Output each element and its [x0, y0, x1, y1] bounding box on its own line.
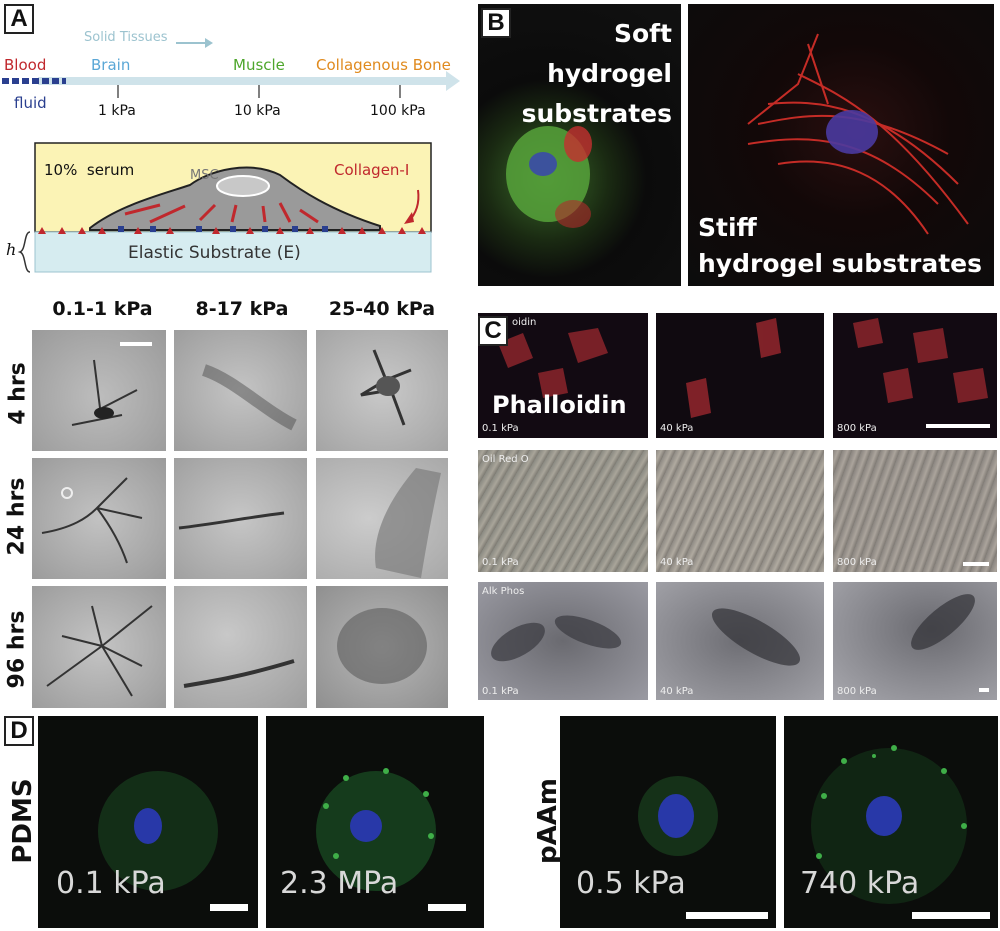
elastic-substrate	[34, 231, 432, 273]
oil-red-o-image-800kpa: 800 kPa	[833, 450, 997, 572]
row-label-4hrs: 4 hrs	[5, 362, 31, 425]
cell-nucleus	[216, 175, 270, 197]
pdms-label: PDMS	[8, 778, 38, 864]
stiffness-label: 800 kPa	[837, 557, 877, 568]
phalloidin-image-800kpa: 800 kPa	[833, 313, 997, 438]
scale-bar	[912, 912, 990, 919]
serum-label: 10% serum	[44, 161, 135, 179]
value-label: 0.1 kPa	[56, 866, 166, 901]
oil-red-o-image-0-1kpa: Oil Red O 0.1 kPa	[478, 450, 648, 572]
stiffness-label: 800 kPa	[837, 686, 877, 697]
msc-label: MSC	[190, 168, 219, 183]
stiffness-label: 0.1 kPa	[482, 686, 519, 697]
pdms-image-2-3mpa: 2.3 MPa	[266, 716, 484, 928]
row-label-96hrs: 96 hrs	[4, 610, 30, 689]
value-label: 740 kPa	[800, 866, 920, 901]
value-label: 2.3 MPa	[280, 866, 399, 901]
tick-10kpa: 10 kPa	[234, 103, 281, 119]
phase-image-soft-24hrs	[32, 458, 166, 579]
phase-image-soft-4hrs	[32, 330, 166, 451]
phase-image-stiff-24hrs	[316, 458, 448, 579]
tick-100kpa: 100 kPa	[370, 103, 426, 119]
scale-bar	[963, 562, 989, 566]
phase-image-mid-24hrs	[174, 458, 307, 579]
phase-image-mid-96hrs	[174, 586, 307, 708]
collagen-triangles	[38, 227, 426, 234]
phalloidin-label: Phalloidin	[492, 391, 627, 419]
fluid-label: fluid	[14, 94, 47, 112]
oil-red-o-label: Oil Red O	[482, 454, 529, 465]
alk-phos-label: Alk Phos	[482, 586, 525, 597]
alk-phos-image-800kpa: 800 kPa	[833, 582, 997, 700]
pdms-image-0-1kpa: 0.1 kPa	[38, 716, 258, 928]
phase-image-soft-96hrs	[32, 586, 166, 708]
soft-hydrogel-image	[478, 4, 681, 286]
panel-d-tag: D	[4, 716, 34, 746]
scale-bar	[428, 904, 466, 911]
col-label-soft: 0.1-1 kPa	[52, 298, 153, 320]
tick-1kpa: 1 kPa	[98, 103, 136, 119]
stiffness-scale-diagram	[2, 38, 460, 273]
scale-bar	[686, 912, 768, 919]
tissue-muscle: Muscle	[233, 56, 285, 74]
stiffness-label: 800 kPa	[837, 423, 877, 434]
collagen-label: Collagen-I	[334, 161, 410, 179]
phalloidin-image-40kpa: 40 kPa	[656, 313, 824, 438]
phalloidin-corner-label: oidin	[512, 317, 537, 328]
phase-image-mid-4hrs	[174, 330, 307, 451]
h-label: h	[6, 240, 17, 259]
phase-image-stiff-96hrs	[316, 586, 448, 708]
solid-tissues-label: Solid Tissues	[84, 30, 168, 45]
soft-label: Soft hydrogel substrates	[521, 19, 672, 128]
paam-label: pAAm	[533, 778, 563, 864]
stiff-hydrogel-image	[688, 4, 994, 286]
col-label-stiff: 25-40 kPa	[328, 298, 436, 320]
scale-bar	[210, 904, 248, 911]
alk-phos-image-0-1kpa: Alk Phos 0.1 kPa	[478, 582, 648, 700]
panel-c-tag: C	[478, 316, 508, 346]
scale-bar	[120, 342, 152, 346]
alk-phos-image-40kpa: 40 kPa	[656, 582, 824, 700]
phase-image-stiff-4hrs	[316, 330, 448, 451]
stiffness-label: 40 kPa	[660, 557, 694, 568]
stiff-label: Stiff hydrogel substrates	[698, 213, 983, 278]
panel-b-tag: B	[481, 8, 511, 38]
paam-image-0-5kpa: 0.5 kPa	[560, 716, 776, 928]
blood-label: Blood	[4, 56, 47, 74]
panel-a-tag: A	[4, 4, 34, 34]
stiffness-label: 0.1 kPa	[482, 423, 519, 434]
col-label-mid: 8-17 kPa	[195, 298, 289, 320]
oil-red-o-image-40kpa: 40 kPa	[656, 450, 824, 572]
scale-bar	[926, 424, 990, 428]
substrate-label: Elastic Substrate (E)	[128, 243, 301, 263]
stiffness-label: 0.1 kPa	[482, 557, 519, 568]
tissue-brain: Brain	[91, 56, 131, 74]
paam-image-740kpa: 740 kPa	[784, 716, 998, 928]
stiffness-label: 40 kPa	[660, 423, 694, 434]
stiffness-label: 40 kPa	[660, 686, 694, 697]
tissue-bone: Collagenous Bone	[316, 56, 451, 74]
stiffness-scale-bar	[38, 77, 446, 85]
row-label-24hrs: 24 hrs	[4, 477, 30, 556]
scale-bar	[979, 688, 989, 692]
value-label: 0.5 kPa	[576, 866, 686, 901]
